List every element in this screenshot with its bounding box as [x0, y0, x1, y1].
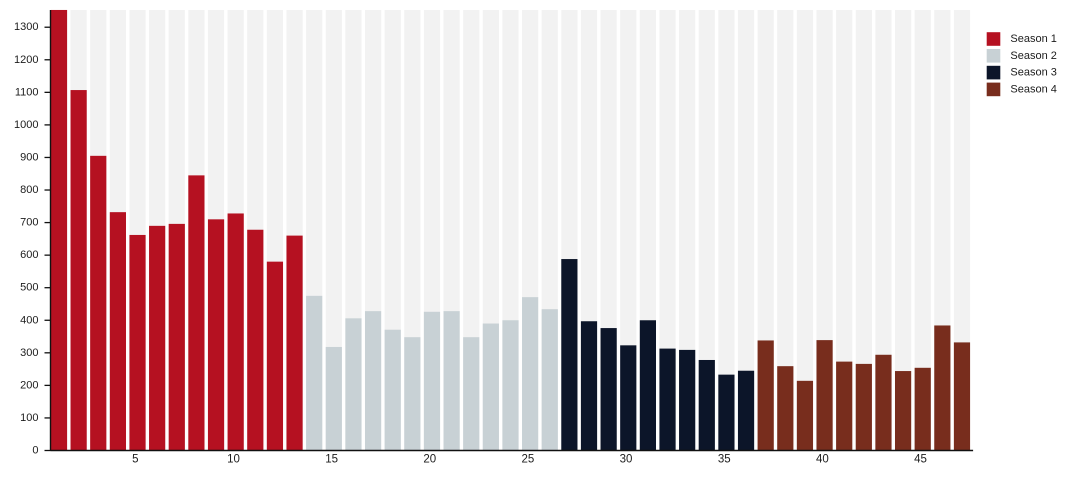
- svg-text:25: 25: [522, 454, 535, 466]
- svg-text:500: 500: [20, 282, 38, 294]
- svg-text:0: 0: [32, 445, 38, 457]
- svg-text:5: 5: [132, 454, 138, 466]
- svg-text:45: 45: [914, 454, 927, 466]
- svg-text:15: 15: [325, 454, 338, 466]
- svg-text:Season 2: Season 2: [1010, 50, 1056, 62]
- svg-text:700: 700: [20, 217, 38, 229]
- svg-text:200: 200: [20, 379, 38, 391]
- svg-text:600: 600: [20, 249, 38, 261]
- svg-text:1000: 1000: [14, 119, 38, 131]
- svg-text:1100: 1100: [15, 86, 39, 98]
- svg-text:800: 800: [20, 184, 38, 196]
- svg-text:10: 10: [227, 454, 240, 466]
- svg-text:300: 300: [20, 347, 38, 359]
- svg-text:Season 3: Season 3: [1010, 67, 1056, 79]
- svg-text:35: 35: [718, 454, 731, 466]
- svg-text:40: 40: [816, 454, 829, 466]
- svg-text:1200: 1200: [14, 54, 38, 66]
- svg-text:1300: 1300: [14, 21, 38, 33]
- svg-text:900: 900: [20, 151, 38, 163]
- svg-text:400: 400: [20, 314, 38, 326]
- svg-text:100: 100: [20, 412, 38, 424]
- svg-text:Season 1: Season 1: [1010, 33, 1056, 45]
- svg-text:30: 30: [620, 454, 633, 466]
- svg-text:20: 20: [423, 454, 436, 466]
- svg-text:Season 4: Season 4: [1010, 84, 1056, 96]
